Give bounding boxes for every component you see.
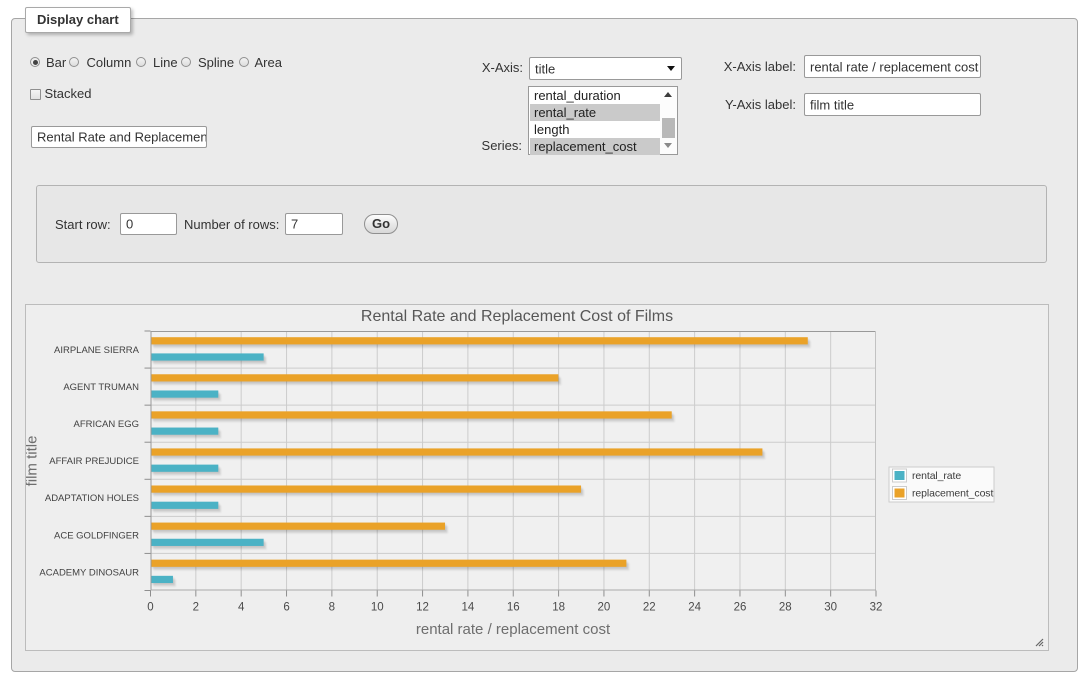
svg-text:18: 18 [552, 602, 565, 614]
svg-text:28: 28 [779, 602, 792, 614]
svg-text:ACADEMY DINOSAUR: ACADEMY DINOSAUR [39, 567, 139, 578]
svg-text:4: 4 [238, 602, 245, 614]
svg-text:film title: film title [26, 436, 41, 487]
svg-text:ADAPTATION HOLES: ADAPTATION HOLES [45, 493, 139, 504]
svg-text:0: 0 [147, 602, 153, 614]
svg-text:ACE GOLDFINGER: ACE GOLDFINGER [54, 530, 139, 541]
svg-text:AIRPLANE SIERRA: AIRPLANE SIERRA [54, 345, 140, 356]
svg-text:22: 22 [643, 602, 656, 614]
svg-text:8: 8 [329, 602, 335, 614]
svg-text:16: 16 [507, 602, 520, 614]
svg-text:26: 26 [734, 602, 747, 614]
svg-text:rental_rate: rental_rate [912, 470, 961, 482]
svg-text:20: 20 [598, 602, 611, 614]
svg-text:12: 12 [416, 602, 429, 614]
svg-text:14: 14 [462, 602, 475, 614]
svg-text:30: 30 [824, 602, 837, 614]
svg-text:24: 24 [688, 602, 701, 614]
svg-text:6: 6 [283, 602, 289, 614]
svg-text:32: 32 [870, 602, 883, 614]
svg-text:AGENT TRUMAN: AGENT TRUMAN [63, 382, 139, 393]
svg-text:replacement_cost: replacement_cost [912, 488, 993, 500]
svg-text:10: 10 [371, 602, 384, 614]
svg-text:AFRICAN EGG: AFRICAN EGG [74, 419, 139, 430]
svg-text:rental rate / replacement cost: rental rate / replacement cost [416, 621, 611, 638]
svg-text:2: 2 [193, 602, 199, 614]
svg-text:Rental Rate and Replacement Co: Rental Rate and Replacement Cost of Film… [361, 308, 673, 325]
svg-text:AFFAIR PREJUDICE: AFFAIR PREJUDICE [49, 456, 139, 467]
